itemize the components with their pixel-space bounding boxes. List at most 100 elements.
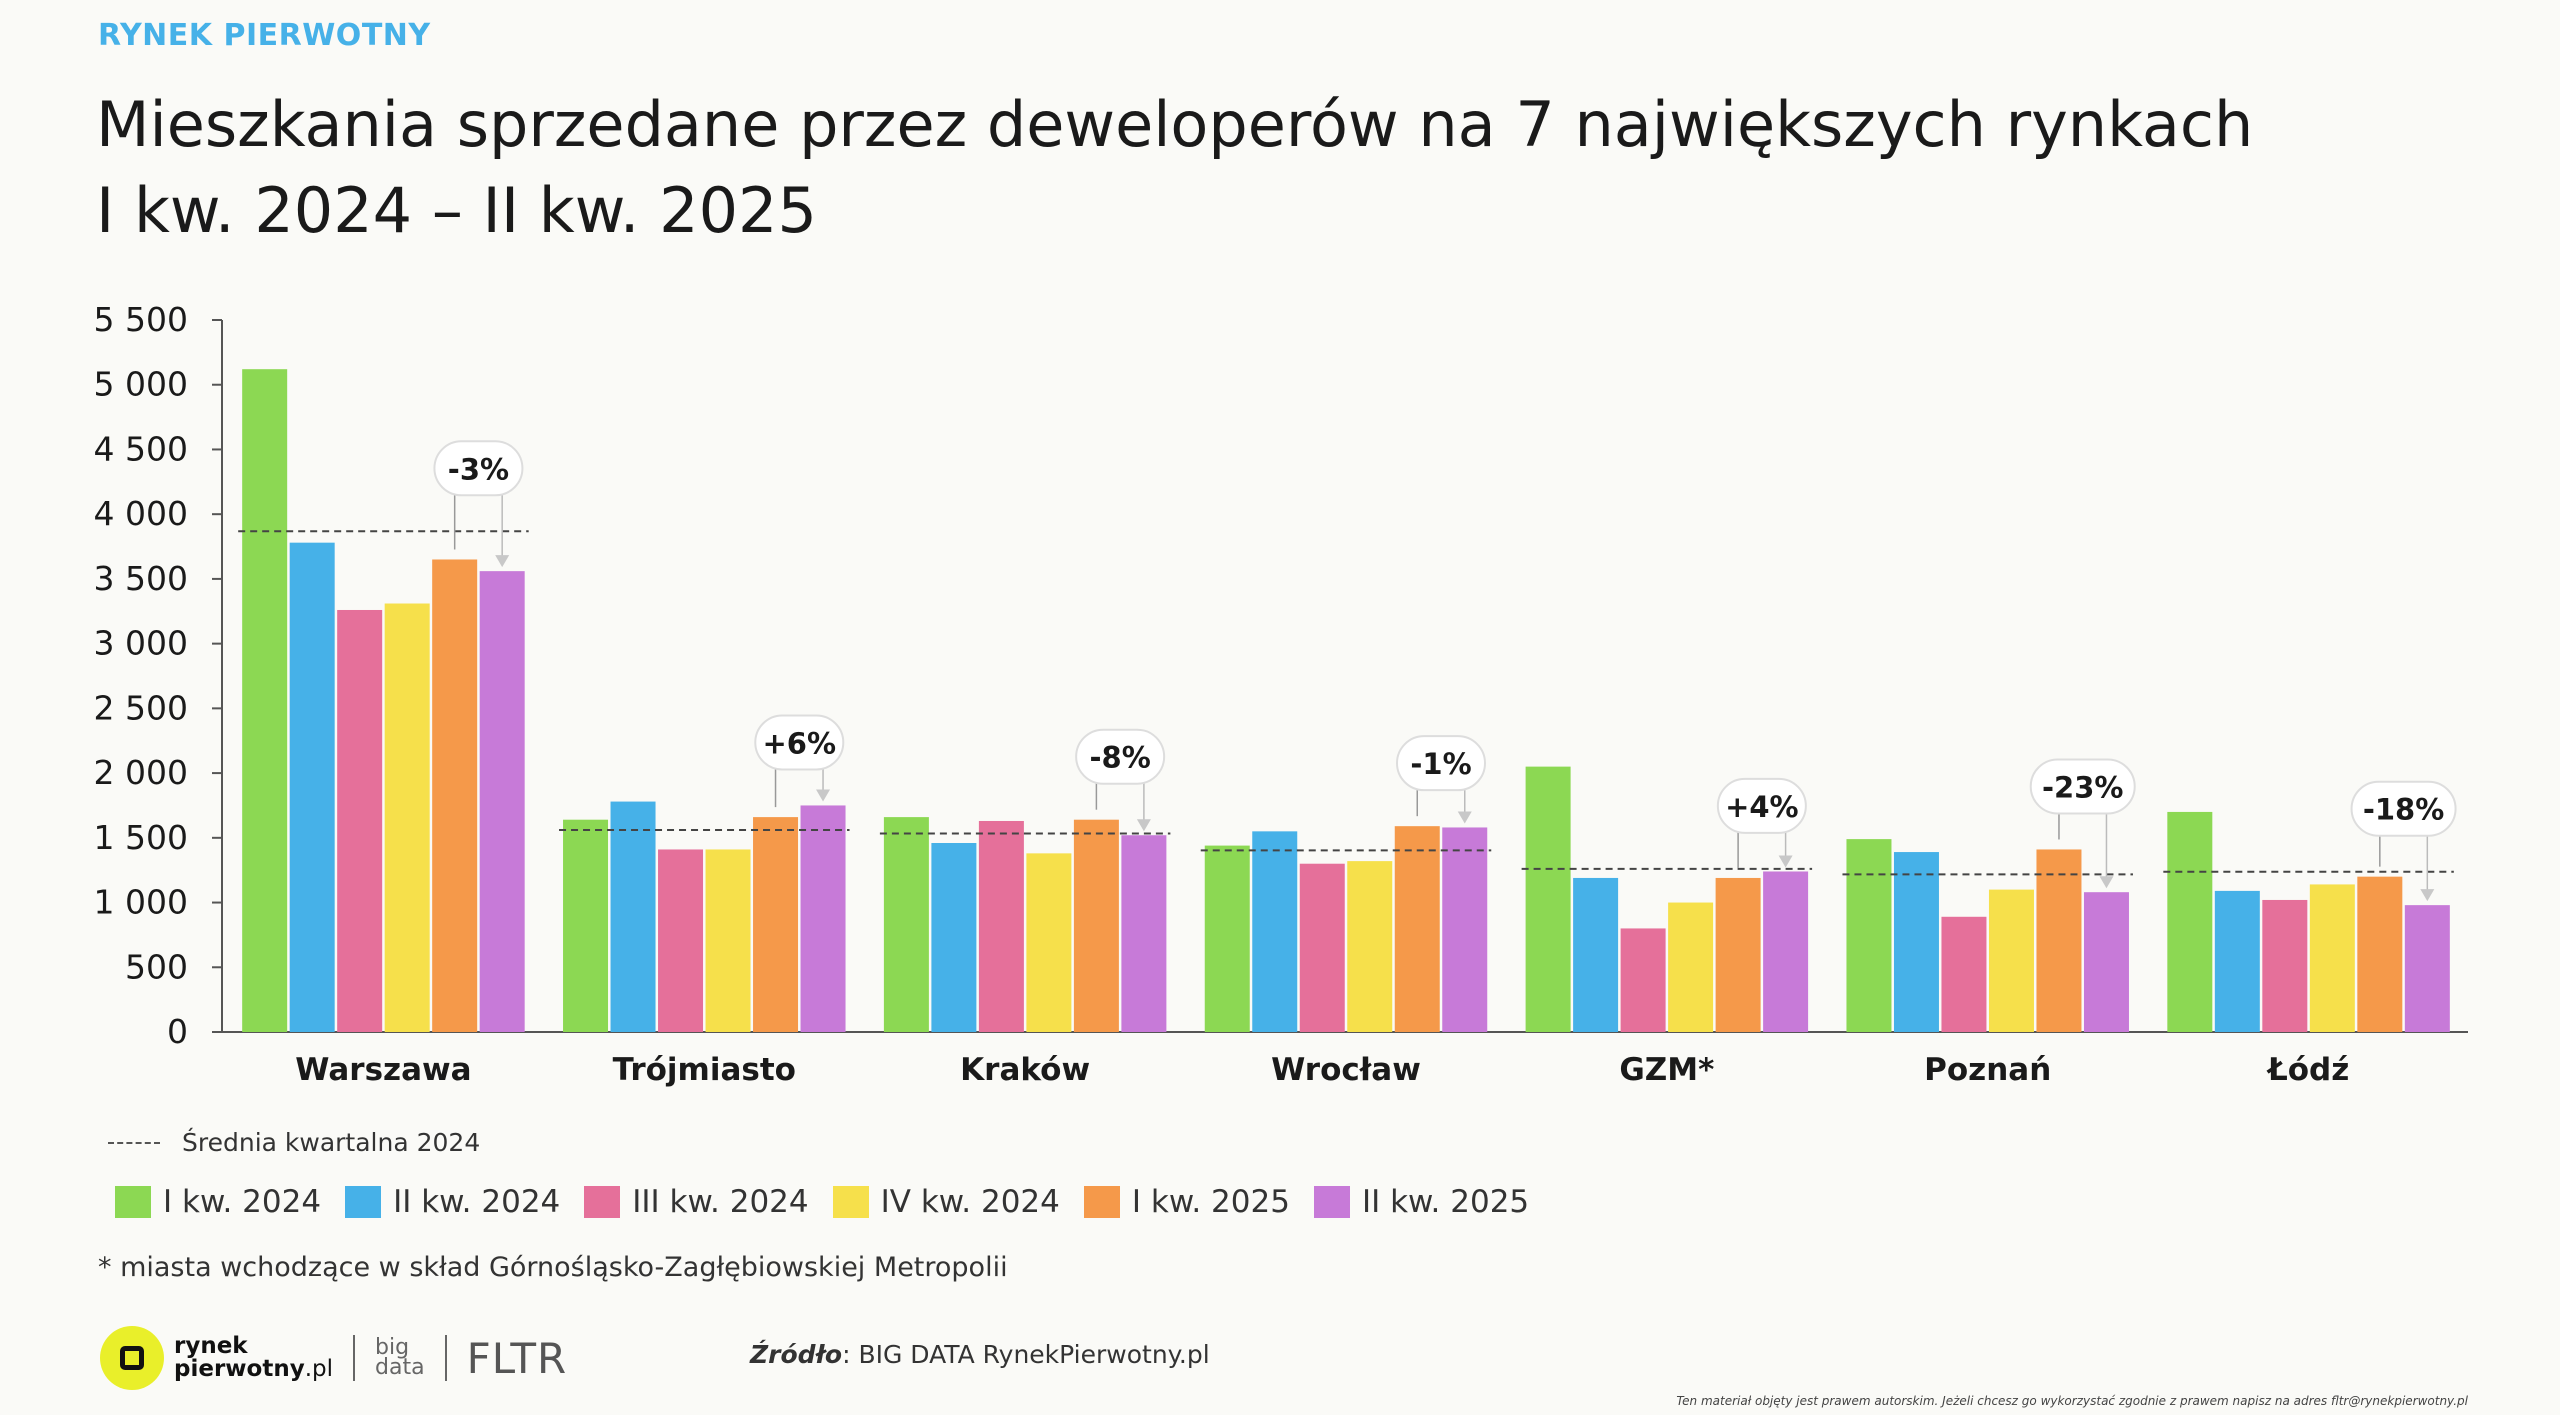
source-label: Źródło — [750, 1340, 843, 1369]
bar — [337, 609, 383, 1032]
chart-title-line-1: Mieszkania sprzedane przez deweloperów n… — [96, 88, 2254, 161]
y-tick-label: 4 500 — [94, 429, 188, 468]
average-legend-label: Średnia kwartalna 2024 — [182, 1128, 481, 1157]
section-kicker: RYNEK PIERWOTNY — [98, 18, 431, 53]
legend-item: II kw. 2024 — [345, 1184, 560, 1220]
y-tick-label: 2 000 — [94, 753, 188, 792]
brand-logos: rynek pierwotny.pl big data FLTR — [100, 1326, 567, 1390]
legend-label: II kw. 2025 — [1361, 1184, 1530, 1220]
legend-label: I kw. 2025 — [1131, 1184, 1290, 1220]
legend-item: IV kw. 2024 — [832, 1184, 1060, 1220]
legend-item: I kw. 2024 — [115, 1184, 321, 1220]
bar — [1846, 839, 1892, 1032]
legend-swatch — [345, 1186, 382, 1218]
copyright-note: Ten materiał objęty jest prawem autorski… — [1676, 1394, 2468, 1408]
category-label: GZM* — [1619, 1052, 1714, 1088]
change-bubble — [754, 714, 845, 771]
y-tick-label: 0 — [167, 1012, 188, 1051]
bar — [2214, 890, 2260, 1032]
bar — [2036, 849, 2082, 1032]
category-label: Trójmiasto — [613, 1052, 796, 1088]
legend-swatch — [832, 1186, 869, 1218]
fltr-logo: FLTR — [466, 1333, 568, 1383]
bar — [1073, 819, 1119, 1032]
legend-label: IV kw. 2024 — [880, 1184, 1060, 1220]
change-label: -1% — [1410, 747, 1471, 781]
y-tick-label: 1 000 — [94, 883, 188, 922]
change-bubble — [1075, 728, 1166, 785]
change-label: +4% — [1725, 790, 1799, 824]
legend-swatch — [584, 1186, 621, 1218]
change-label: -3% — [448, 452, 509, 486]
bar — [1252, 831, 1298, 1032]
bar — [1715, 877, 1761, 1032]
category-label: Kraków — [960, 1052, 1090, 1088]
y-tick-label: 3 000 — [94, 624, 188, 663]
chart-title: Mieszkania sprzedane przez deweloperów n… — [96, 82, 2253, 254]
bar — [289, 542, 335, 1032]
source-text: : BIG DATA RynekPierwotny.pl — [842, 1340, 1210, 1369]
bar — [610, 801, 656, 1032]
bar — [1893, 852, 1939, 1032]
bar — [2167, 811, 2213, 1032]
bar — [1299, 863, 1345, 1032]
bar — [242, 369, 288, 1032]
change-bubble — [433, 440, 524, 497]
source-note: Źródło: BIG DATA RynekPierwotny.pl — [750, 1340, 1210, 1369]
legend-swatch — [1313, 1186, 1350, 1218]
bar — [705, 849, 751, 1032]
bar — [1442, 827, 1488, 1032]
legend-label: II kw. 2024 — [393, 1184, 561, 1220]
logo-name-line-2: pierwotny — [174, 1356, 305, 1382]
bar — [1988, 889, 2034, 1032]
bar — [2404, 905, 2450, 1032]
bar — [1941, 916, 1987, 1032]
legend-item: II kw. 2025 — [1313, 1184, 1530, 1220]
legend-swatch — [115, 1186, 151, 1218]
bar — [2357, 876, 2403, 1032]
change-label: -8% — [1090, 741, 1151, 775]
bar — [800, 805, 846, 1032]
category-label: Wrocław — [1271, 1052, 1421, 1088]
bar — [384, 603, 430, 1032]
change-label: -18% — [2363, 793, 2444, 827]
chart-title-line-2: I kw. 2024 – II kw. 2025 — [96, 174, 817, 247]
bar — [2309, 884, 2355, 1032]
bar — [883, 817, 929, 1032]
average-legend-dash — [108, 1141, 160, 1144]
logo-separator-2 — [444, 1335, 447, 1381]
big-data-logo: big data — [375, 1335, 425, 1379]
bar — [2262, 899, 2308, 1032]
legend-item: III kw. 2024 — [584, 1184, 809, 1220]
bar — [1668, 902, 1714, 1032]
change-arrow — [1778, 855, 1793, 868]
change-bubble — [1716, 777, 1807, 834]
bar — [978, 820, 1024, 1032]
legend-item: I kw. 2025 — [1083, 1184, 1290, 1220]
category-label: Łódź — [2266, 1052, 2349, 1088]
big-data-line-1: big — [375, 1335, 410, 1360]
change-arrow — [2420, 889, 2435, 902]
bar — [753, 817, 799, 1032]
bar — [1347, 861, 1393, 1032]
average-legend: Średnia kwartalna 2024 — [108, 1128, 480, 1157]
rynek-pierwotny-logo-icon — [100, 1326, 164, 1390]
bar — [931, 842, 977, 1032]
category-label: Warszawa — [295, 1052, 471, 1088]
legend-label: III kw. 2024 — [632, 1184, 809, 1220]
bar — [1525, 766, 1571, 1032]
series-legend: I kw. 2024 II kw. 2024 III kw. 2024 IV kw. … — [115, 1184, 1553, 1220]
change-arrow — [1136, 819, 1151, 832]
bar — [1394, 826, 1440, 1032]
change-bubble — [2350, 780, 2457, 837]
legend-swatch — [1083, 1186, 1120, 1218]
y-tick-label: 3 500 — [94, 559, 188, 598]
y-tick-label: 5 500 — [94, 300, 188, 339]
change-label: +6% — [763, 726, 837, 760]
footnote: * miasta wchodzące w skład Górnośląsko-Z… — [98, 1252, 1008, 1283]
bar — [1573, 877, 1619, 1032]
rynek-pierwotny-logo-text: rynek pierwotny.pl — [174, 1335, 333, 1381]
bar — [479, 571, 525, 1032]
logo-name-suffix: .pl — [304, 1356, 334, 1382]
y-tick-label: 5 000 — [94, 365, 188, 404]
